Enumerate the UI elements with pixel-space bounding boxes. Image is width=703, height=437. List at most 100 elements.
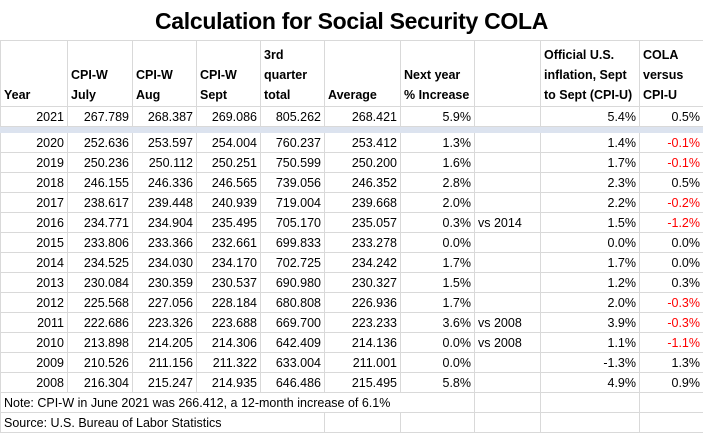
- cell-comparison-note[interactable]: vs 2014: [474, 212, 541, 233]
- cell-q3-total[interactable]: 633.004: [260, 352, 325, 373]
- cell-cpiw-july[interactable]: 246.155: [67, 172, 133, 193]
- cell-next-year-increase[interactable]: 2.8%: [400, 172, 475, 193]
- header-cola-vs-cpiu[interactable]: COLA versus CPI-U: [639, 40, 703, 107]
- cell-cpiw-july[interactable]: 210.526: [67, 352, 133, 373]
- cell-next-year-increase[interactable]: 0.0%: [400, 232, 475, 253]
- cell-comparison-note[interactable]: [474, 372, 541, 393]
- cell-average[interactable]: 246.352: [324, 172, 401, 193]
- cell-next-year-increase[interactable]: 0.3%: [400, 212, 475, 233]
- empty-cell[interactable]: [639, 412, 703, 433]
- cell-next-year-increase[interactable]: 1.7%: [400, 252, 475, 273]
- empty-cell[interactable]: [400, 412, 475, 433]
- empty-cell[interactable]: [639, 392, 703, 413]
- cell-cpiu-inflation[interactable]: 2.0%: [540, 292, 640, 313]
- cell-comparison-note[interactable]: vs 2008: [474, 312, 541, 333]
- cell-year[interactable]: 2011: [0, 312, 68, 333]
- cell-year[interactable]: 2016: [0, 212, 68, 233]
- header-average[interactable]: Average: [324, 40, 401, 107]
- cell-next-year-increase[interactable]: 0.0%: [400, 352, 475, 373]
- cell-q3-total[interactable]: 760.237: [260, 132, 325, 153]
- cell-cpiw-sept[interactable]: 235.495: [196, 212, 261, 233]
- cell-year[interactable]: 2008: [0, 372, 68, 393]
- cell-comparison-note[interactable]: [474, 192, 541, 213]
- cell-cpiw-aug[interactable]: 268.387: [132, 106, 197, 127]
- cell-year[interactable]: 2010: [0, 332, 68, 353]
- header-next-year-increase[interactable]: Next year % Increase: [400, 40, 475, 107]
- header-cpiw-sept[interactable]: CPI-W Sept: [196, 40, 261, 107]
- header-q3-total[interactable]: 3rd quarter total: [260, 40, 325, 107]
- cell-next-year-increase[interactable]: 5.9%: [400, 106, 475, 127]
- cell-cpiw-sept[interactable]: 234.170: [196, 252, 261, 273]
- cell-next-year-increase[interactable]: 2.0%: [400, 192, 475, 213]
- cell-cpiu-inflation[interactable]: 0.0%: [540, 232, 640, 253]
- cell-average[interactable]: 268.421: [324, 106, 401, 127]
- cell-cpiw-sept[interactable]: 211.322: [196, 352, 261, 373]
- cell-cpiu-inflation[interactable]: 5.4%: [540, 106, 640, 127]
- cell-year[interactable]: 2013: [0, 272, 68, 293]
- header-comparison-note[interactable]: [474, 40, 541, 107]
- cell-cpiu-inflation[interactable]: 1.4%: [540, 132, 640, 153]
- cell-cpiw-sept[interactable]: 232.661: [196, 232, 261, 253]
- cell-q3-total[interactable]: 739.056: [260, 172, 325, 193]
- cell-cola-vs-cpiu[interactable]: -1.2%: [639, 212, 703, 233]
- cell-cpiw-aug[interactable]: 250.112: [132, 152, 197, 173]
- cell-average[interactable]: 215.495: [324, 372, 401, 393]
- cell-year[interactable]: 2020: [0, 132, 68, 153]
- cell-cola-vs-cpiu[interactable]: -1.1%: [639, 332, 703, 353]
- cell-cpiw-july[interactable]: 250.236: [67, 152, 133, 173]
- cell-cpiw-sept[interactable]: 269.086: [196, 106, 261, 127]
- cell-cola-vs-cpiu[interactable]: -0.1%: [639, 132, 703, 153]
- cell-next-year-increase[interactable]: 1.5%: [400, 272, 475, 293]
- cell-cpiw-sept[interactable]: 230.537: [196, 272, 261, 293]
- cell-cola-vs-cpiu[interactable]: 0.9%: [639, 372, 703, 393]
- cell-cpiw-sept[interactable]: 223.688: [196, 312, 261, 333]
- cell-cola-vs-cpiu[interactable]: -0.3%: [639, 292, 703, 313]
- cell-average[interactable]: 226.936: [324, 292, 401, 313]
- cell-cpiw-sept[interactable]: 250.251: [196, 152, 261, 173]
- cell-cola-vs-cpiu[interactable]: -0.1%: [639, 152, 703, 173]
- cell-cpiw-aug[interactable]: 246.336: [132, 172, 197, 193]
- cell-average[interactable]: 253.412: [324, 132, 401, 153]
- header-cpiw-july[interactable]: CPI-W July: [67, 40, 133, 107]
- cell-cpiw-aug[interactable]: 230.359: [132, 272, 197, 293]
- cell-cpiw-sept[interactable]: 214.306: [196, 332, 261, 353]
- header-cpiu-inflation[interactable]: Official U.S. inflation, Sept to Sept (C…: [540, 40, 640, 107]
- cell-comparison-note[interactable]: [474, 252, 541, 273]
- cell-cpiw-sept[interactable]: 246.565: [196, 172, 261, 193]
- cell-q3-total[interactable]: 705.170: [260, 212, 325, 233]
- empty-cell[interactable]: [324, 412, 401, 433]
- cell-next-year-increase[interactable]: 3.6%: [400, 312, 475, 333]
- cell-cpiw-july[interactable]: 230.084: [67, 272, 133, 293]
- cell-average[interactable]: 235.057: [324, 212, 401, 233]
- cell-cpiw-july[interactable]: 222.686: [67, 312, 133, 333]
- cell-cpiw-aug[interactable]: 227.056: [132, 292, 197, 313]
- cell-cpiw-july[interactable]: 225.568: [67, 292, 133, 313]
- cell-cpiw-aug[interactable]: 211.156: [132, 352, 197, 373]
- cell-cpiw-aug[interactable]: 253.597: [132, 132, 197, 153]
- cell-cpiw-july[interactable]: 216.304: [67, 372, 133, 393]
- cell-cola-vs-cpiu[interactable]: -0.2%: [639, 192, 703, 213]
- cell-cpiw-july[interactable]: 252.636: [67, 132, 133, 153]
- empty-cell[interactable]: [474, 392, 541, 413]
- cell-cpiw-aug[interactable]: 214.205: [132, 332, 197, 353]
- cell-cola-vs-cpiu[interactable]: -0.3%: [639, 312, 703, 333]
- cell-comparison-note[interactable]: [474, 292, 541, 313]
- cell-cpiw-july[interactable]: 238.617: [67, 192, 133, 213]
- cell-cola-vs-cpiu[interactable]: 1.3%: [639, 352, 703, 373]
- cell-average[interactable]: 250.200: [324, 152, 401, 173]
- cell-comparison-note[interactable]: [474, 106, 541, 127]
- cell-cpiu-inflation[interactable]: 1.2%: [540, 272, 640, 293]
- cell-year[interactable]: 2014: [0, 252, 68, 273]
- header-cpiw-aug[interactable]: CPI-W Aug: [132, 40, 197, 107]
- cell-comparison-note[interactable]: [474, 272, 541, 293]
- cell-cpiw-aug[interactable]: 239.448: [132, 192, 197, 213]
- cell-year[interactable]: 2015: [0, 232, 68, 253]
- cell-cpiw-aug[interactable]: 234.904: [132, 212, 197, 233]
- cell-year[interactable]: 2018: [0, 172, 68, 193]
- cell-cpiu-inflation[interactable]: 2.2%: [540, 192, 640, 213]
- cell-average[interactable]: 230.327: [324, 272, 401, 293]
- cell-next-year-increase[interactable]: 1.7%: [400, 292, 475, 313]
- cell-cpiw-aug[interactable]: 234.030: [132, 252, 197, 273]
- cell-q3-total[interactable]: 702.725: [260, 252, 325, 273]
- cell-cpiw-aug[interactable]: 223.326: [132, 312, 197, 333]
